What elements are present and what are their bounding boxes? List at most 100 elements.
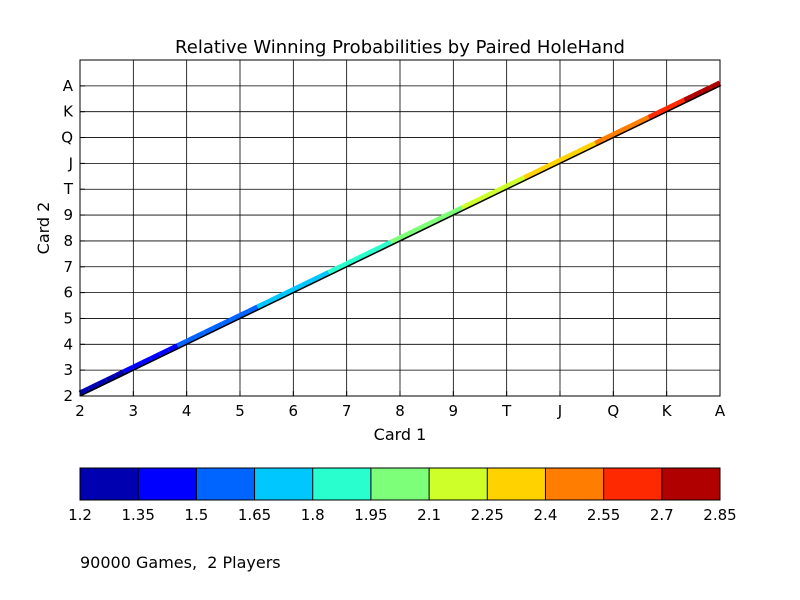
colorbar-tick-label: 1.8 — [301, 506, 325, 524]
x-axis-label: Card 1 — [374, 425, 427, 444]
colorbar-swatch — [138, 468, 197, 500]
series-segment — [176, 339, 188, 349]
series-segment — [132, 360, 144, 371]
series-marks — [78, 80, 722, 397]
series-segment — [647, 110, 660, 121]
series-segment — [265, 296, 277, 306]
series-segment — [425, 218, 437, 229]
y-axis-label: Card 2 — [34, 202, 53, 255]
series-segment — [656, 106, 668, 117]
series-segment — [158, 347, 171, 358]
colorbar-swatch — [370, 468, 430, 500]
series-segment — [505, 179, 517, 190]
y-tick-label: 8 — [63, 232, 73, 250]
x-tick-label: 9 — [449, 402, 459, 420]
colorbar-swatch — [196, 468, 256, 500]
series-segment — [709, 80, 722, 91]
colorbar-swatch — [429, 468, 488, 500]
y-tick-label: Q — [61, 129, 73, 147]
series-segment — [345, 257, 357, 267]
colorbar-tick-label: 2.55 — [587, 506, 620, 524]
colorbar-tick-label: 2.4 — [534, 506, 558, 524]
series-segment — [478, 192, 491, 203]
y-tick-label: T — [63, 180, 74, 198]
y-tick-label: K — [63, 103, 74, 121]
series-segment — [363, 248, 375, 259]
series-segment — [532, 166, 544, 177]
series-segment — [443, 209, 455, 220]
y-tick-label: 7 — [63, 258, 73, 276]
series-segment — [292, 283, 304, 293]
series-segment — [549, 158, 562, 168]
y-tick-label: 2 — [63, 387, 73, 405]
x-tick-label: Q — [607, 402, 619, 420]
colorbar-swatch — [661, 468, 721, 500]
x-tick-label: J — [557, 402, 562, 420]
series-segment — [514, 175, 526, 186]
colorbar-tick-label: 2.85 — [703, 506, 736, 524]
series-segment — [229, 313, 242, 323]
series-segment — [372, 244, 384, 255]
series-segment — [612, 128, 624, 138]
series-segment — [389, 235, 402, 246]
series-segment — [238, 308, 251, 319]
colorbar-tick-label: 1.95 — [354, 506, 387, 524]
series-segment — [665, 102, 677, 112]
x-tick-label: A — [715, 402, 726, 420]
x-tick-label: T — [501, 402, 512, 420]
y-tick-label: 4 — [63, 335, 73, 353]
series-segment — [256, 300, 268, 311]
x-tick-label: 6 — [289, 402, 299, 420]
series-segment — [114, 369, 126, 379]
series-segment — [167, 343, 180, 354]
colorbar-tick-label: 1.5 — [184, 506, 208, 524]
y-tick-label: 9 — [63, 206, 73, 224]
colorbar-swatch — [487, 468, 546, 500]
series-segment — [692, 89, 704, 99]
colorbar: 1.2 1.35 1.5 1.65 1.8 1.95 2.1 2.25 2.4 2.55 2.7 2.… — [68, 467, 737, 524]
series-segment — [220, 317, 233, 328]
colorbar-tick-label: 1.2 — [68, 506, 92, 524]
x-tick-label: 4 — [182, 402, 192, 420]
series-segment — [700, 84, 713, 95]
series-segment — [309, 274, 322, 285]
y-tick-label: 6 — [63, 284, 73, 302]
series-segment — [354, 252, 366, 263]
x-tick-label: 2 — [75, 402, 85, 420]
series-segment — [603, 132, 615, 143]
x-tick-label: 3 — [129, 402, 139, 420]
series-segment — [674, 97, 686, 108]
colorbar-swatch — [254, 468, 314, 500]
series-segment — [327, 265, 340, 276]
x-tick-label: 8 — [395, 402, 405, 420]
colorbar-tick-label: 2.25 — [471, 506, 504, 524]
series-segment — [567, 149, 580, 160]
series-segment — [460, 201, 473, 211]
series-segment — [274, 291, 286, 302]
colorbar-tick-label: 1.35 — [121, 506, 154, 524]
series-segment — [149, 352, 162, 362]
series-segment — [336, 261, 348, 272]
footnote: 90000 Games, 2 Players — [80, 553, 281, 572]
colorbar-swatch — [603, 468, 663, 500]
series-segment — [194, 330, 206, 341]
series-segment — [434, 214, 446, 224]
series-segment — [452, 205, 464, 216]
series-segment — [398, 231, 411, 242]
y-tick-label: 5 — [63, 309, 73, 327]
series-segment — [318, 270, 331, 280]
x-ticks: 2 3 4 5 6 7 8 9 T J Q K A — [75, 391, 726, 420]
series-segment — [380, 240, 393, 250]
y-tick-label: J — [68, 154, 73, 172]
x-tick-label: K — [662, 402, 673, 420]
series-segment — [585, 140, 597, 151]
series-segment — [594, 136, 606, 147]
colorbar-tick-label: 1.65 — [238, 506, 271, 524]
series-segment — [487, 188, 500, 199]
series-segment — [96, 377, 108, 388]
series-segment — [523, 171, 535, 181]
x-tick-label: 7 — [342, 402, 352, 420]
series-segment — [105, 373, 117, 384]
colorbar-swatch — [545, 468, 605, 500]
